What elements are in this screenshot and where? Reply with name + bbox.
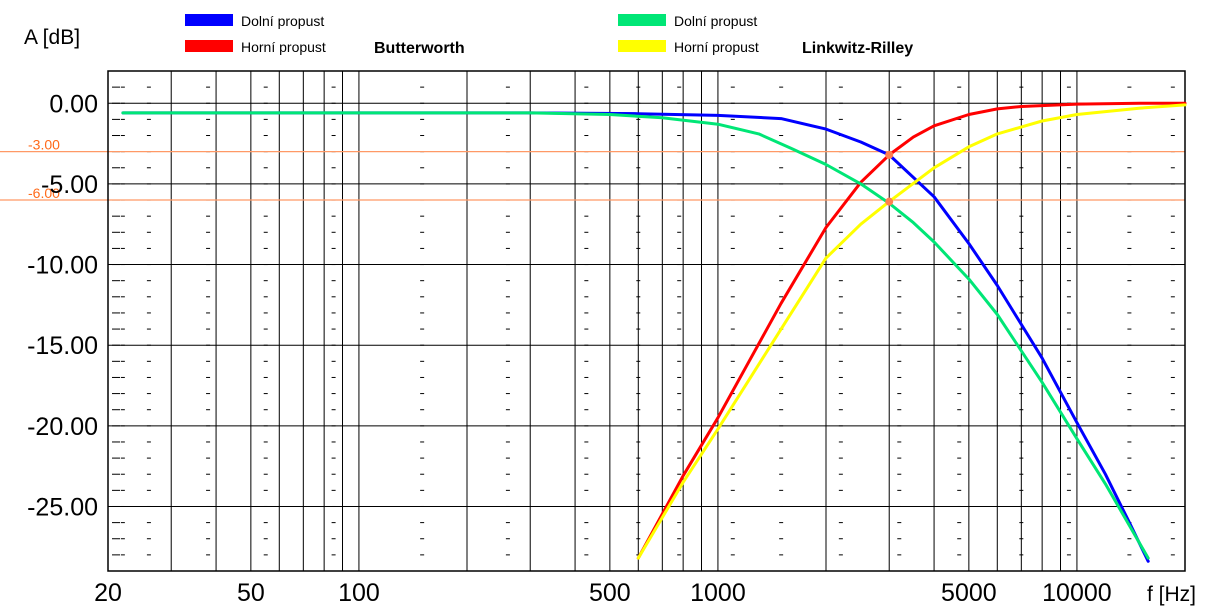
legend-group-title: Linkwitz-Rilley [802, 40, 913, 57]
legend-label: Dolní propust [674, 13, 757, 29]
legend-label: Horní propust [241, 39, 326, 55]
x-tick-label: 1000 [690, 579, 746, 606]
reference-line-label: -6.00 [28, 185, 60, 201]
series-line-2 [636, 101, 1187, 560]
legend-group-title: Butterworth [374, 40, 465, 57]
legend-swatch [185, 14, 233, 26]
y-axis-title: A [dB] [24, 26, 80, 49]
x-tick-labels: 20 50 100 500 1000 5000 10000 [94, 579, 1112, 606]
legend-label: Horní propust [674, 39, 759, 55]
intersection-point [885, 197, 894, 206]
reference-line-label: -3.00 [28, 137, 60, 153]
y-tick-labels: 0.00 -5.00 -10.00 -15.00 -20.00 -25.00 [27, 90, 98, 521]
x-tick-label: 10000 [1042, 579, 1112, 606]
series-lines [121, 101, 1187, 563]
series-line-3 [121, 111, 1150, 560]
legend: Dolní propust Horní propust Butterworth Dol… [185, 13, 913, 57]
y-tick-label: -5.00 [41, 171, 98, 199]
grid [108, 71, 1185, 571]
x-tick-label: 100 [338, 579, 380, 606]
reference-lines: -3.00 -6.00 [0, 137, 1185, 201]
intersection-points [885, 150, 894, 206]
y-tick-label: -25.00 [27, 493, 98, 521]
x-axis-title: f [Hz] [1147, 583, 1196, 606]
x-tick-label: 50 [237, 579, 265, 606]
y-tick-label: -15.00 [27, 332, 98, 360]
x-tick-label: 500 [589, 579, 631, 606]
legend-swatch [618, 14, 666, 26]
y-tick-label: -20.00 [27, 413, 98, 441]
series-line-4 [636, 103, 1187, 560]
y-tick-label: -10.00 [27, 252, 98, 280]
plot-frame [107, 70, 1186, 572]
y-tick-label: 0.00 [49, 90, 98, 118]
legend-swatch [618, 40, 666, 52]
legend-label: Dolní propust [241, 13, 324, 29]
legend-swatch [185, 40, 233, 52]
x-tick-label: 20 [94, 579, 122, 606]
x-tick-label: 5000 [941, 579, 997, 606]
series-line-1 [121, 111, 1150, 563]
intersection-point [885, 150, 894, 159]
